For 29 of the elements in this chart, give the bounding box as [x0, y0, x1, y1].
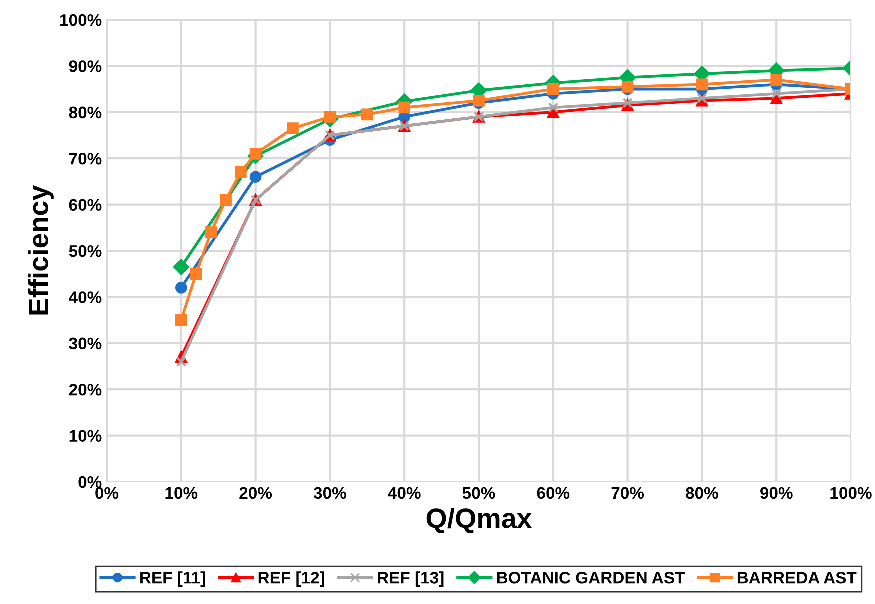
- y-tick-label: 60%: [69, 199, 102, 212]
- y-tick-label: 0%: [78, 476, 102, 488]
- legend-label: BOTANIC GARDEN AST: [497, 572, 686, 584]
- y-tick-label: 20%: [69, 384, 102, 396]
- x-tick-label: 80%: [686, 487, 718, 500]
- legend-label: BARREDA AST: [738, 572, 857, 584]
- legend-label: REF [13]: [378, 572, 444, 588]
- x-tick-label: 30%: [314, 487, 346, 500]
- x-tick-label: 70%: [612, 487, 644, 500]
- x-tick-label: 40%: [388, 487, 421, 500]
- x-tick-label: 90%: [760, 487, 793, 500]
- y-tick-label: 30%: [69, 338, 102, 350]
- y-tick-label: 80%: [69, 106, 102, 119]
- x-axis-title: Q/Qmax: [426, 508, 532, 534]
- x-tick-label: 60%: [537, 487, 570, 500]
- y-tick-label: 10%: [70, 430, 102, 442]
- x-tick-label: 100%: [830, 487, 872, 500]
- x-tick-label: 0%: [96, 487, 119, 500]
- y-tick-label: 50%: [69, 245, 102, 258]
- y-tick-label: 100%: [60, 14, 102, 26]
- y-axis-title: Efficiency: [28, 186, 54, 315]
- y-tick-label: 90%: [69, 60, 102, 72]
- x-tick-label: 10%: [166, 487, 198, 500]
- x-tick-label: 20%: [240, 487, 272, 500]
- y-tick-label: 70%: [70, 153, 102, 165]
- legend-label: REF [12]: [258, 572, 324, 588]
- y-tick-label: 40%: [69, 292, 102, 304]
- x-tick-label: 50%: [462, 487, 496, 500]
- legend-label: REF [11]: [140, 572, 206, 588]
